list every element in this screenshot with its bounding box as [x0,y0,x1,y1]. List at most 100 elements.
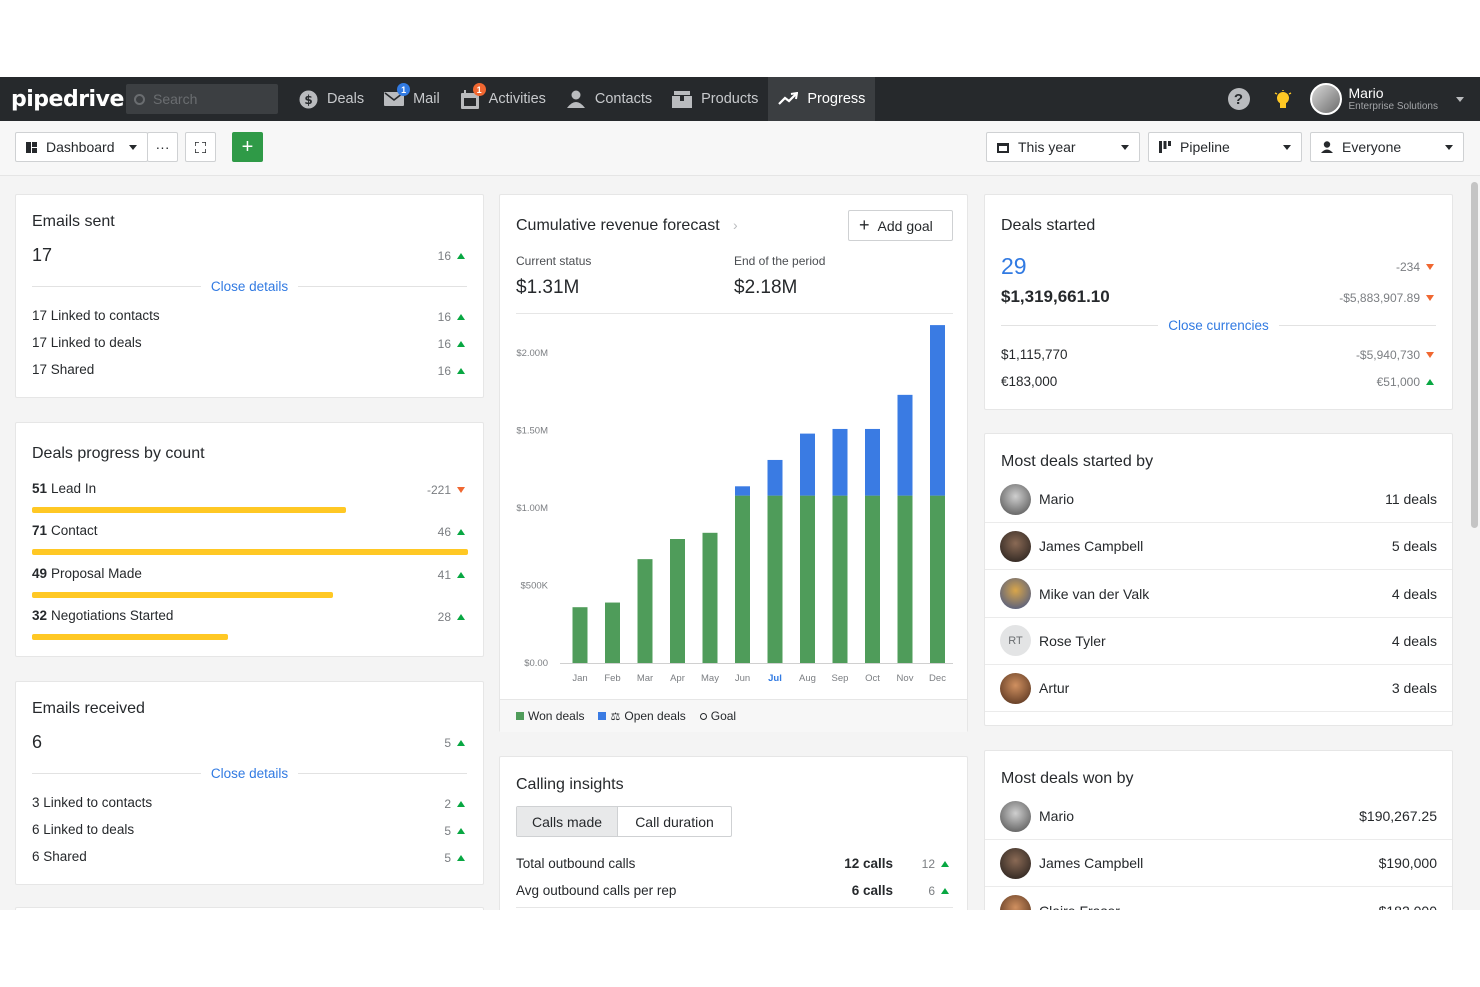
stage-progress-bar [32,507,346,513]
stage-compare: 46 [438,525,465,539]
calendar-icon: 1 [460,83,486,109]
emails-received-card: Emails received 6 5 Close details 3 Link… [15,681,484,885]
open-swatch [598,712,607,720]
x-tick-label: Oct [865,673,880,684]
fullscreen-icon [195,141,206,153]
lightbulb-icon[interactable] [1274,90,1291,108]
plus-icon: + [859,215,870,235]
top-navigation: pipedrive Search $ Deals 1 Mail 1 Activi… [0,77,1480,121]
won-deals-bar[interactable] [735,495,750,663]
deals-started-amount: $1,319,661.10 [1001,287,1110,306]
nav-progress[interactable]: Progress [768,77,876,121]
tab-calls-made[interactable]: Calls made [517,807,618,836]
stage-name: Lead In [51,481,97,496]
won-deals-bar[interactable] [930,495,945,663]
amount-compare: -$5,883,907.89 [1339,291,1434,305]
person-row[interactable]: Mario $190,267.25 [985,793,1452,840]
open-deals-bar[interactable] [930,325,945,496]
more-button[interactable]: ··· [147,132,178,162]
calling-row-value: 12 calls [844,856,893,871]
person-row[interactable]: Mike van der Valk 4 deals [985,571,1452,618]
compare-value: 16 [437,249,451,263]
close-details-link[interactable]: Close details [32,766,467,781]
person-row[interactable]: Artur 3 deals [985,665,1452,713]
stage-row[interactable]: 49 Proposal Made [32,566,142,581]
nav-deals[interactable]: $ Deals [288,77,374,121]
forecast-title[interactable]: Cumulative revenue forecast [516,217,720,234]
stage-name: Contact [51,523,98,538]
open-deals-bar[interactable] [767,459,783,496]
x-tick-label: Sep [832,673,849,684]
compare-value: 16 [437,364,451,378]
open-deals-bar[interactable] [832,428,848,496]
person-name: Rose Tyler [1039,632,1106,649]
avatar [1000,800,1031,832]
won-deals-bar[interactable] [800,495,815,663]
add-goal-button[interactable]: + Add goal [848,210,953,241]
stage-row[interactable]: 32 Negotiations Started [32,608,173,623]
person-value: 4 deals [1391,632,1437,649]
won-deals-bar[interactable] [605,602,620,663]
fullscreen-button[interactable] [185,132,216,162]
won-deals-bar[interactable] [572,607,588,663]
won-deals-bar[interactable] [670,539,685,663]
close-details-link[interactable]: Close details [32,279,467,294]
open-deals-bar[interactable] [865,428,880,496]
add-widget-button[interactable]: + [232,132,263,162]
compare-value: 41 [437,568,451,582]
nav-contacts[interactable]: Contacts [556,77,662,121]
dashboard-select[interactable]: Dashboard [15,132,148,162]
tab-call-duration[interactable]: Call duration [635,813,714,830]
scrollbar[interactable] [1471,182,1478,528]
won-deals-bar[interactable] [832,495,848,663]
won-deals-bar[interactable] [767,495,783,663]
box-icon [672,89,693,109]
person-row[interactable]: James Campbell 5 deals [985,523,1452,571]
trend-up-icon [457,828,465,834]
won-deals-bar[interactable] [637,559,653,663]
help-icon[interactable]: ? [1227,88,1250,110]
user-menu[interactable]: Mario Enterprise Solutions [1309,83,1464,115]
nav-mail[interactable]: 1 Mail [374,77,450,121]
emails-sent-row: 17 Linked to deals [32,335,142,350]
calling-row-label: Avg outbound calls per rep [516,883,677,898]
period-select[interactable]: This year [986,132,1140,162]
stage-count: 71 [32,523,48,538]
scale-icon: ⚖ [610,710,621,723]
person-row[interactable]: James Campbell $190,000 [985,840,1452,888]
nav-progress-label: Progress [807,91,866,107]
close-currencies-link[interactable]: Close currencies [1001,318,1436,333]
person-row[interactable]: Claire Fraser $182,000 [985,888,1452,910]
row-compare: 16 [438,310,465,324]
row-compare: 5 [444,851,465,865]
nav-activities[interactable]: 1 Activities [450,77,556,121]
won-deals-bar[interactable] [702,532,718,663]
person-row[interactable]: RT Rose Tyler 4 deals [985,618,1452,665]
won-deals-bar[interactable] [865,495,880,663]
deals-started-card: Deals started 29 -234 $1,319,661.10 -$5,… [984,194,1453,410]
stage-row[interactable]: 71 Contact [32,523,98,538]
end-period-value: $2.18M [734,277,798,298]
owner-label: Everyone [1342,139,1402,155]
period-label: This year [1018,139,1076,155]
trend-up-icon [457,253,465,259]
divider [516,313,953,314]
nav-products[interactable]: Products [662,77,768,121]
pipedrive-logo[interactable]: pipedrive [11,86,124,112]
person-row[interactable]: Mario 11 deals [985,476,1452,523]
dashboard-label: Dashboard [46,139,115,155]
pipeline-select[interactable]: Pipeline [1148,132,1302,162]
compare-value: 5 [444,851,451,865]
x-tick-label: Nov [897,673,914,684]
search-input[interactable]: Search [126,84,278,114]
open-deals-bar[interactable] [735,486,750,496]
owner-select[interactable]: Everyone [1310,132,1464,162]
deals-started-count[interactable]: 29 [1001,253,1027,279]
won-deals-bar[interactable] [897,495,913,663]
compare-value: 16 [437,310,451,324]
open-deals-bar[interactable] [800,433,815,496]
chevron-right-icon[interactable]: › [733,217,738,233]
open-deals-bar[interactable] [897,394,913,496]
stage-row[interactable]: 51 Lead In [32,481,96,496]
person-name: Mario [1039,491,1075,507]
